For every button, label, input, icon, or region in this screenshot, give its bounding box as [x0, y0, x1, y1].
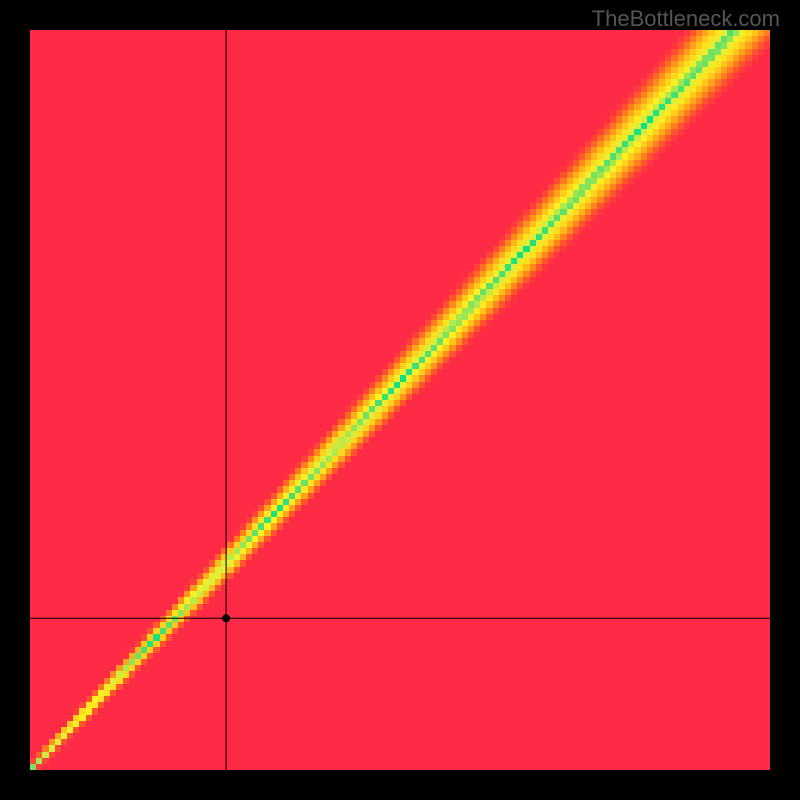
- watermark-text: TheBottleneck.com: [592, 6, 780, 32]
- bottleneck-heatmap: [30, 30, 770, 770]
- heatmap-canvas: [30, 30, 770, 770]
